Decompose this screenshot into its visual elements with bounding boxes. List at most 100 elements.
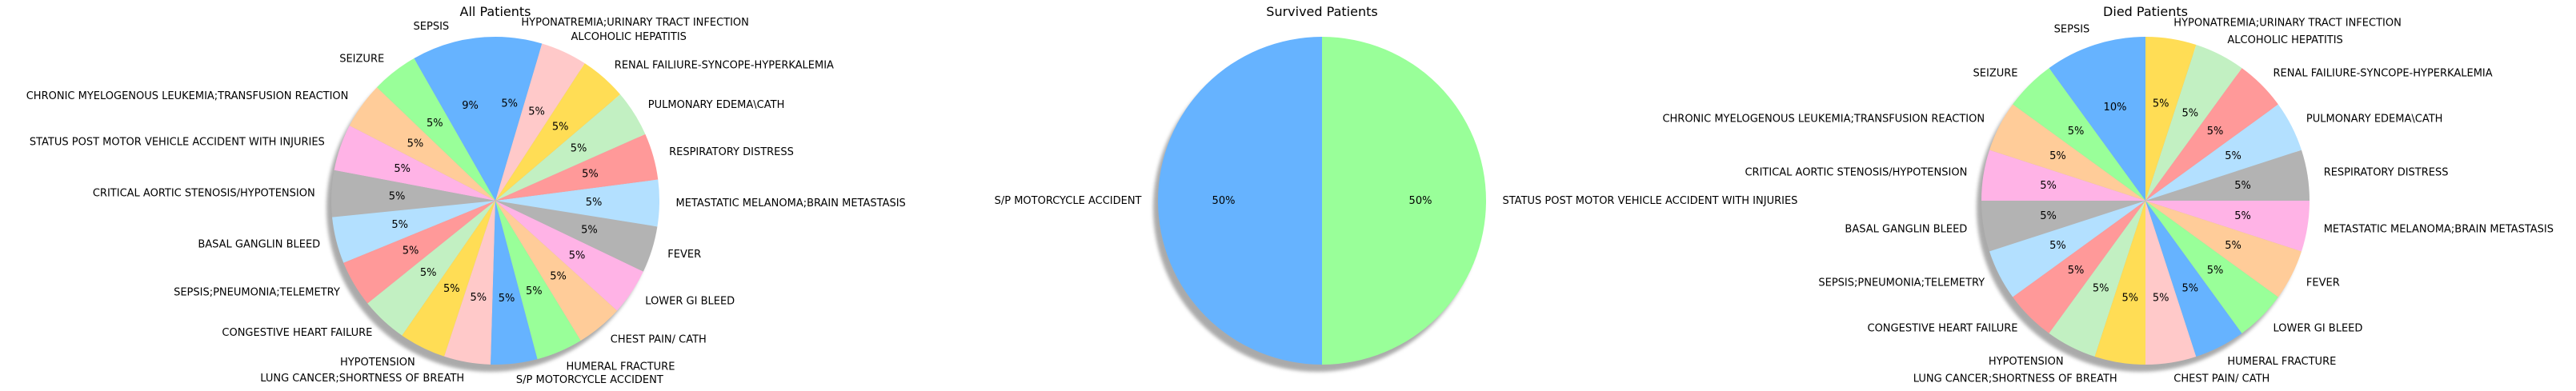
pie-category-label: SEPSIS;PNEUMONIA;TELEMETRY	[174, 287, 340, 299]
pie-pct-label: 5%	[443, 283, 460, 295]
pie-category-label: BASAL GANGLIN BLEED	[198, 239, 320, 251]
pie-pct-label: 5%	[470, 292, 487, 304]
pie-category-label: PULMONARY EDEMA\CATH	[648, 99, 785, 111]
pie-slice-sepsis	[2049, 37, 2145, 201]
pie-category-label: LUNG CANCER;SHORTNESS OF BREATH	[260, 373, 464, 385]
pie-slice-status-post-motor-vehicle-accident-with-injuries	[1322, 37, 1486, 365]
pie-slice-status-post-motor-vehicle-accident-with-injuries	[334, 126, 495, 201]
pie-slice-lung-cancer-shortness-of-breath	[2094, 201, 2145, 365]
pie-category-label: FEVER	[667, 249, 701, 261]
pie-category-label: SEIZURE	[339, 53, 384, 65]
pie-slice-sepsis	[414, 37, 495, 201]
pie-slice-lower-gi-bleed	[2145, 201, 2278, 333]
pie-slice-congestive-heart-failure	[2013, 201, 2145, 333]
pie-slice-pulmonary-edema-cath	[495, 94, 646, 201]
pie-pct-label: 5%	[2093, 283, 2109, 295]
pie-slice-alcoholic-hepatitis	[2145, 45, 2242, 201]
pie-category-label: STATUS POST MOTOR VEHICLE ACCIDENT WITH …	[1503, 195, 1798, 207]
pie-pct-label: 5%	[2207, 126, 2224, 138]
pie-category-label: CHEST PAIN/ CATH	[2173, 373, 2270, 385]
pie-category-label: ALCOHOLIC HEPATITIS	[2227, 34, 2342, 46]
pie-pct-label: 10%	[2104, 102, 2127, 114]
pie-pct-label: 50%	[1409, 195, 1432, 207]
pie-slice-lower-gi-bleed	[495, 201, 643, 311]
pie-pct-label: 5%	[403, 245, 419, 257]
pie-slice-hyponatremia-urinary-tract-infection	[495, 37, 543, 201]
pie-category-label: CHRONIC MYELOGENOUS LEUKEMIA;TRANSFUSION…	[1662, 114, 1985, 126]
pie-category-label: RESPIRATORY DISTRESS	[669, 146, 794, 158]
pie-slice-humeral-fracture	[2145, 201, 2242, 357]
pie-category-label: CRITICAL AORTIC STENOSIS/HYPOTENSION	[1745, 167, 1967, 179]
pie-slice-basal-ganglin-bleed	[1981, 201, 2145, 252]
pie-pct-label: 5%	[569, 250, 586, 262]
all-patients-title: All Patients	[460, 4, 531, 19]
pie-category-label: PULMONARY EDEMA\CATH	[2306, 114, 2443, 126]
pie-slice-metastatic-melanoma-brain-metastasis	[2145, 201, 2310, 252]
pie-pct-label: 9%	[462, 100, 479, 112]
pie-slice-chronic-myelogenous-leukemia-transfusion-reaction	[1989, 104, 2145, 201]
pie-category-label: RENAL FAILIURE-SYNCOPE-HYPERKALEMIA	[615, 60, 834, 72]
pie-pct-label: 5%	[2153, 98, 2169, 110]
pie-pct-label: 5%	[501, 98, 518, 110]
pie-category-label: LUNG CANCER;SHORTNESS OF BREATH	[1913, 373, 2117, 385]
pie-pct-label: 50%	[1212, 195, 1236, 207]
survived-patients-title: Survived Patients	[1266, 4, 1377, 19]
pie-pct-label: 5%	[389, 191, 406, 203]
pie-category-label: HUMERAL FRACTURE	[2227, 356, 2336, 368]
pie-category-label: CRITICAL AORTIC STENOSIS/HYPOTENSION	[93, 187, 315, 199]
pie-pct-label: 5%	[552, 122, 569, 134]
pie-slice-sepsis-pneumonia-telemetry	[1989, 201, 2145, 297]
pie-pct-label: 5%	[2225, 150, 2241, 162]
pie-slice-chronic-myelogenous-leukemia-transfusion-reaction	[349, 87, 495, 201]
pie-slice-seizure	[376, 58, 495, 201]
pie-slice-s-p-motorcycle-accident	[491, 201, 538, 365]
survived-patients-pie: Survived Patients 50% S/P MOTORCYCLE ACCI…	[995, 4, 1798, 372]
pie-slice-fever	[2145, 201, 2302, 297]
all-patients-pie: All Patients 9% SEPSIS 5% SEIZURE 5% CHRONIC …	[26, 4, 906, 386]
pie-category-label: HYPONATREMIA;URINARY TRACT INFECTION	[521, 17, 749, 29]
pie-pct-label: 5%	[526, 285, 543, 297]
pie-slice-basal-ganglin-bleed	[332, 201, 495, 263]
pie-pct-label: 5%	[391, 219, 408, 231]
pie-pct-label: 5%	[499, 293, 515, 305]
pie-slice-humeral-fracture	[495, 201, 581, 360]
pie-pct-label: 5%	[2153, 293, 2169, 305]
pie-category-label: LOWER GI BLEED	[2274, 323, 2363, 335]
pie-pct-label: 5%	[581, 225, 598, 237]
pie-pct-label: 5%	[2181, 107, 2198, 119]
pie-category-label: STATUS POST MOTOR VEHICLE ACCIDENT WITH …	[30, 137, 325, 149]
pie-slice-metastatic-melanoma-brain-metastasis	[495, 179, 660, 227]
pie-category-label: SEPSIS;PNEUMONIA;TELEMETRY	[1818, 277, 1985, 289]
pie-pct-label: 5%	[427, 118, 443, 130]
pie-category-label: HUMERAL FRACTURE	[567, 361, 675, 373]
pie-category-label: HYPONATREMIA;URINARY TRACT INFECTION	[2173, 17, 2402, 29]
pie-category-label: SEPSIS	[2054, 24, 2090, 36]
pie-pct-label: 5%	[550, 271, 567, 283]
pie-pct-label: 5%	[2234, 180, 2251, 192]
pie-category-label: SEIZURE	[1973, 68, 2018, 80]
pie-slice-congestive-heart-failure	[367, 201, 495, 336]
pie-category-label: METASTATIC MELANOMA;BRAIN METASTASIS	[2324, 223, 2554, 235]
pie-category-label: S/P MOTORCYCLE ACCIDENT	[995, 195, 1142, 207]
pie-slice-pulmonary-edema-cath	[2145, 104, 2302, 201]
pie-slice-seizure	[2013, 68, 2145, 201]
pie-pct-label: 5%	[2068, 126, 2085, 138]
pie-category-label: ALCOHOLIC HEPATITIS	[571, 31, 687, 43]
pie-pct-label: 5%	[2207, 265, 2224, 277]
pie-category-label: METASTATIC MELANOMA;BRAIN METASTASIS	[676, 197, 906, 209]
pie-slice-critical-aortic-stenosis-hypotension	[331, 170, 495, 217]
pie-pct-label: 5%	[394, 163, 411, 175]
pie-category-label: RESPIRATORY DISTRESS	[2324, 167, 2449, 179]
pie-pct-label: 5%	[571, 143, 587, 155]
pie-pct-label: 5%	[2181, 283, 2198, 295]
pie-pct-label: 5%	[2049, 150, 2066, 162]
pie-slice-chest-pain-cath	[495, 201, 618, 341]
pie-slice-respiratory-distress	[495, 134, 659, 201]
pie-category-label: SEPSIS	[414, 21, 450, 33]
pie-pct-label: 5%	[528, 106, 545, 118]
died-patients-title: Died Patients	[2103, 4, 2188, 19]
pie-slice-hypotension	[2049, 201, 2145, 357]
pie-pct-label: 5%	[582, 169, 599, 181]
pie-slice-lung-cancer-shortness-of-breath	[444, 201, 495, 365]
